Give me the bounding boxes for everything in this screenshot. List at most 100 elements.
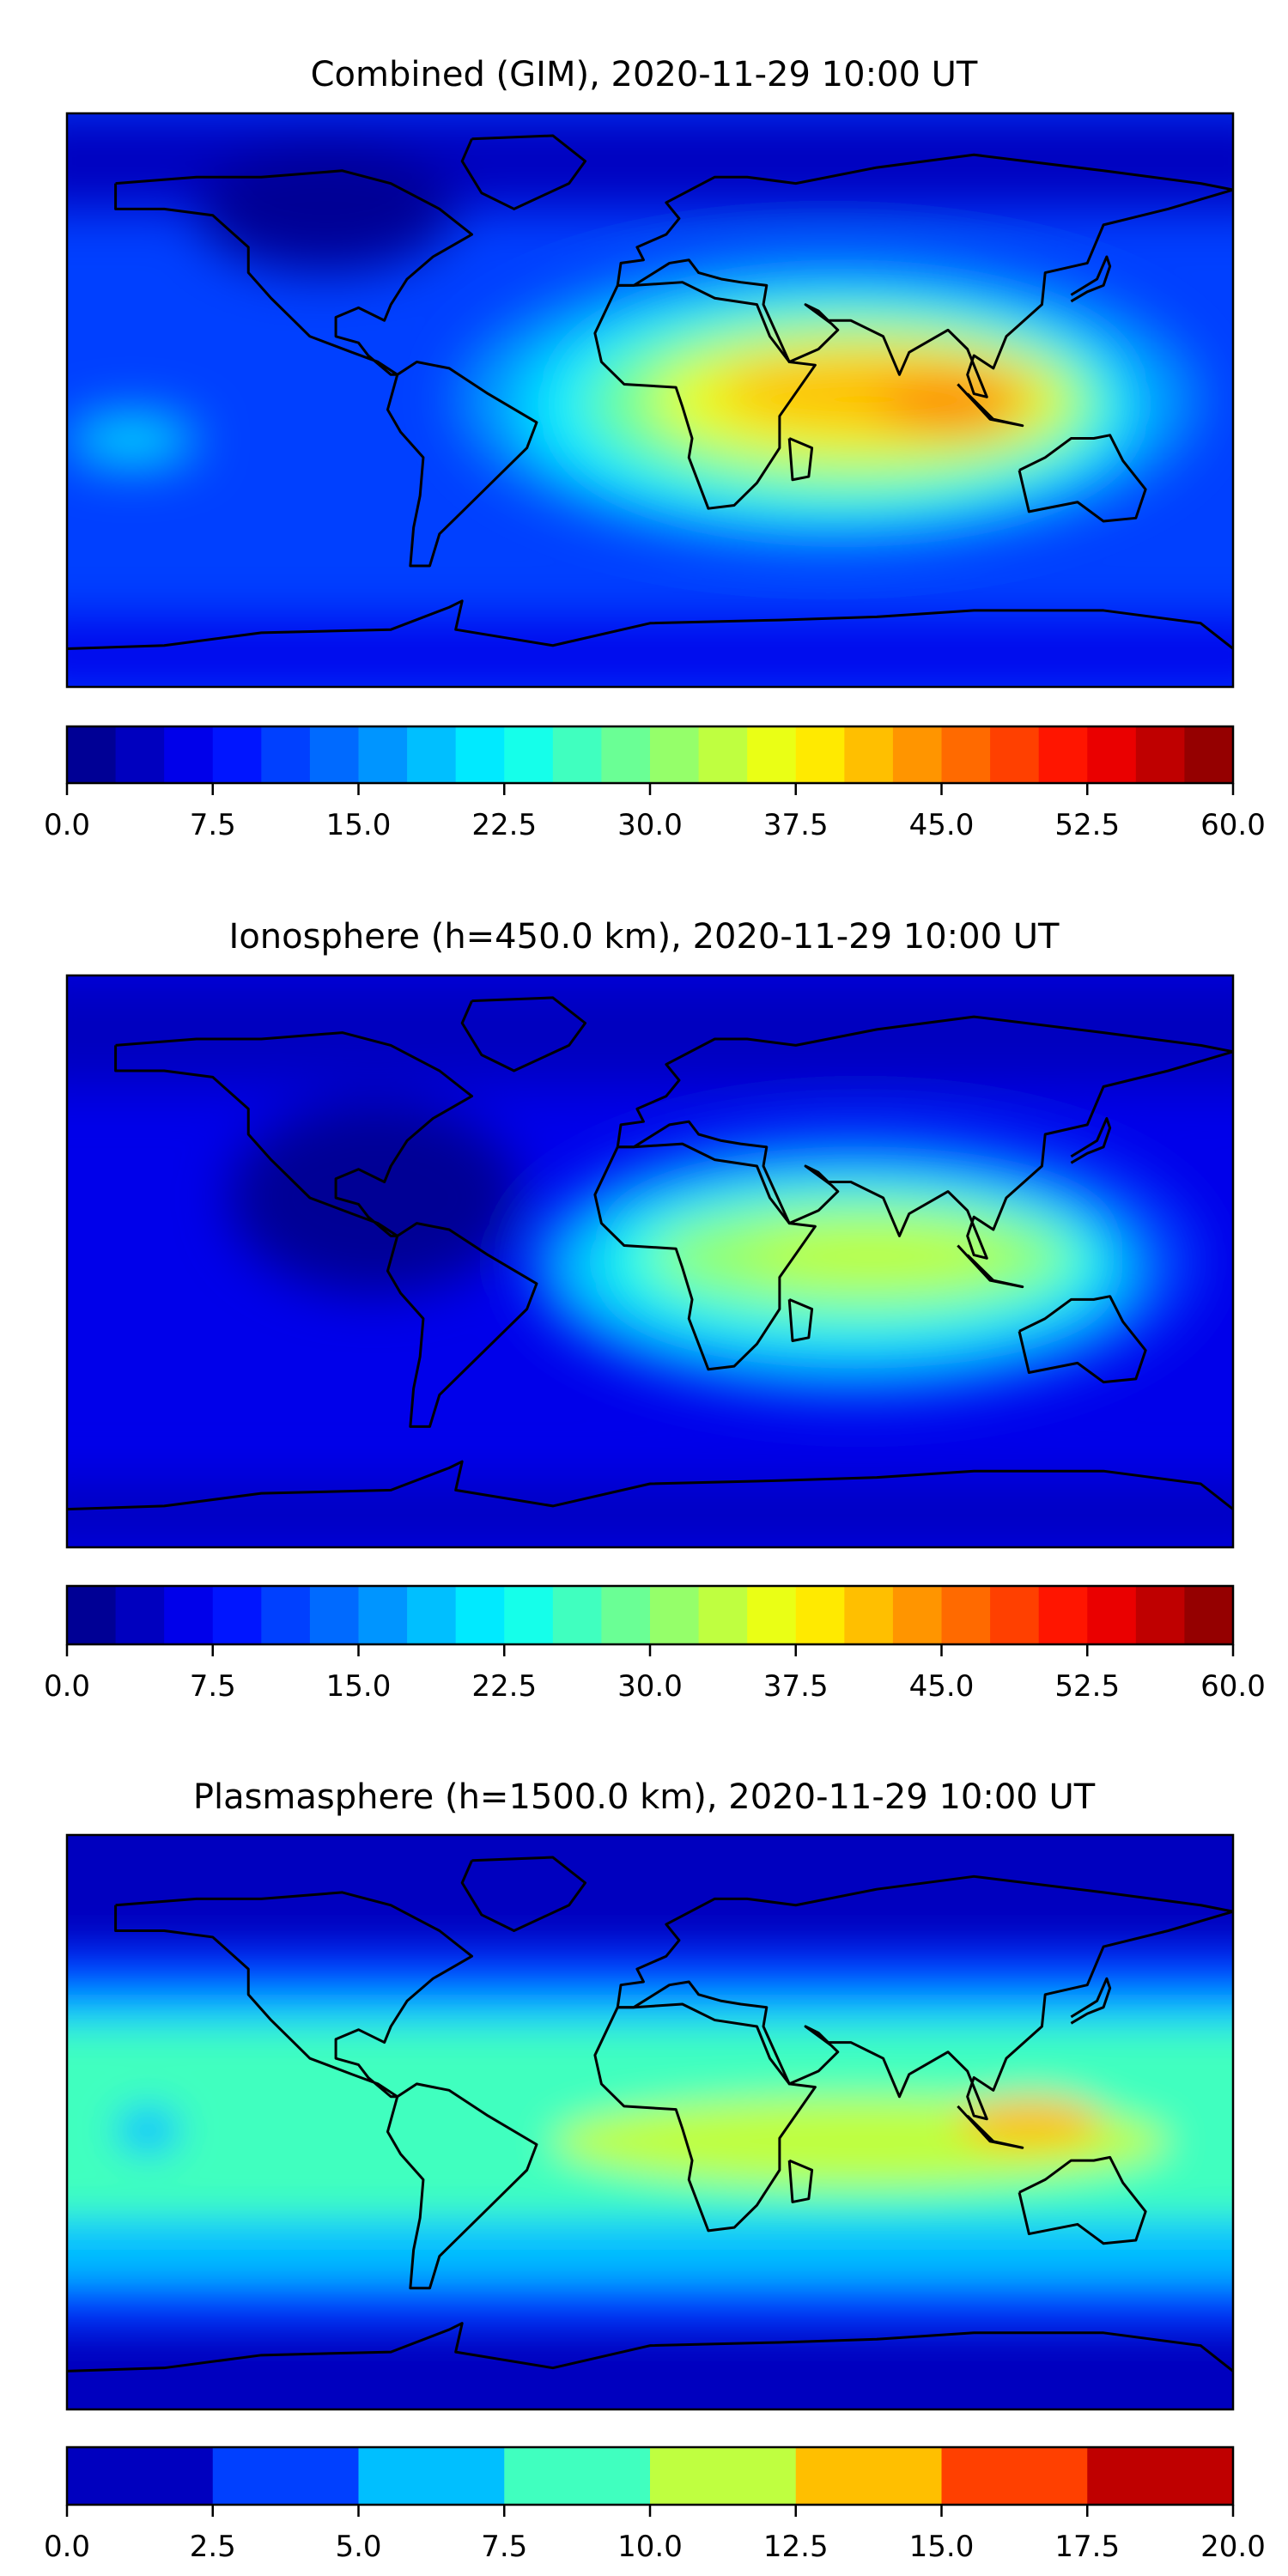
colorbar-segment (552, 726, 603, 783)
colorbar-tick-label: 30.0 (617, 808, 683, 842)
coastline (787, 437, 814, 482)
contour-region (228, 1103, 521, 1293)
coastline (593, 281, 817, 510)
contour-region (957, 2096, 1104, 2148)
colorbar-segment (552, 1586, 603, 1644)
colorbar-segment (504, 726, 554, 783)
colorbar-tick-label: 22.5 (471, 808, 537, 842)
colorbar-tick-label: 7.5 (190, 1669, 236, 1704)
contour-region (196, 145, 456, 273)
contour-region (67, 1484, 1233, 1547)
coastline (787, 2159, 814, 2203)
colorbar-tick-label: 0.0 (44, 2530, 90, 2564)
coastline (67, 1460, 1233, 1511)
colorbar-segment (115, 726, 165, 783)
colorbar-segment (212, 1586, 262, 1644)
colorbar-segment (455, 1586, 505, 1644)
map-frame (65, 1833, 1235, 2411)
colorbar-segment (795, 2447, 943, 2505)
map-panel-1 (67, 975, 1233, 1547)
coastline (386, 1222, 538, 1428)
coastline (616, 1015, 1233, 1260)
coastline (787, 1298, 814, 1342)
colorbar-tick-label: 45.0 (909, 808, 975, 842)
coastline (1018, 2155, 1147, 2245)
colorbar-tick-label: 30.0 (617, 1669, 683, 1704)
map-panel-0 (67, 113, 1233, 687)
chart-title-combined: Combined (GIM), 2020-11-29 10:00 UT (310, 55, 978, 94)
coastline (1018, 434, 1147, 523)
colorbar-segment (358, 726, 408, 783)
colorbar-segment (67, 2447, 214, 2505)
coastline (460, 996, 587, 1072)
coastline (67, 599, 1233, 650)
colorbar-segment (650, 726, 700, 783)
colorbar-segment (747, 1586, 797, 1644)
colorbar-segment (1087, 1586, 1137, 1644)
coastline (957, 1244, 1024, 1289)
colorbar-segment (990, 726, 1040, 783)
colorbar-tick-label: 15.0 (326, 1669, 392, 1704)
colorbar-tick-label: 10.0 (617, 2530, 683, 2564)
coastline (386, 360, 538, 568)
colorbar-segment (941, 1586, 991, 1644)
colorbar-segment (455, 726, 505, 783)
coastline (460, 1856, 587, 1932)
colorbar-tick-label: 45.0 (909, 1669, 975, 1704)
colorbar-segment (504, 1586, 554, 1644)
colorbar-segment (309, 1586, 360, 1644)
colorbar-segment (1184, 726, 1234, 783)
colorbar-tick-label: 5.0 (335, 2530, 381, 2564)
coastline (114, 1891, 474, 2099)
colorbar-segment (844, 1586, 894, 1644)
colorbar-tick-label: 37.5 (763, 1669, 829, 1704)
colorbar-segment (261, 726, 311, 783)
colorbar-segment (407, 1586, 457, 1644)
colorbar-segment (1038, 1586, 1088, 1644)
colorbar-segment (795, 1586, 845, 1644)
colorbar-tick-label: 22.5 (471, 1669, 537, 1704)
colorbar-segment (892, 1586, 943, 1644)
coastline (1070, 255, 1112, 303)
colorbar-segment (261, 1586, 311, 1644)
colorbar-segment (504, 2447, 651, 2505)
colorbar-segment (1135, 726, 1186, 783)
colorbar-segment (892, 726, 943, 783)
coastline (593, 2002, 817, 2233)
colorbar-segment (1038, 726, 1088, 783)
contour-region (115, 2105, 181, 2154)
colorbar-segment (941, 2447, 1088, 2505)
colorbar-segment (358, 2447, 505, 2505)
colorbar-tick-label: 7.5 (481, 2530, 527, 2564)
colorbar-segment (1087, 2447, 1234, 2505)
colorbar-tick-label: 37.5 (763, 808, 829, 842)
colorbar-segment (1135, 1586, 1186, 1644)
colorbar-tick-label: 12.5 (763, 2530, 829, 2564)
colorbar-segment (67, 1586, 117, 1644)
colorbar-tick-label: 20.0 (1200, 2530, 1266, 2564)
contour-region (67, 975, 1233, 1087)
colorbar-segment (698, 726, 748, 783)
colorbar-segment (650, 2447, 797, 2505)
map-panel-2 (67, 1835, 1233, 2409)
colorbar-segment (990, 1586, 1040, 1644)
colorbar-tick-label: 0.0 (44, 808, 90, 842)
colorbar-segment (795, 726, 845, 783)
coastline (616, 1874, 1233, 2121)
colorbar-segment (164, 1586, 214, 1644)
colorbar-segment (115, 1586, 165, 1644)
coastline (1070, 1977, 1112, 2025)
colorbar-segment (358, 1586, 408, 1644)
coastline (1018, 1295, 1147, 1384)
coastline (616, 153, 1233, 398)
coastline (386, 2082, 538, 2290)
colorbar-segment (164, 726, 214, 783)
colorbar-tick-label: 0.0 (44, 1669, 90, 1704)
map-frame (65, 974, 1235, 1549)
coastline (957, 383, 1024, 428)
colorbar-tick-label: 15.0 (909, 2530, 975, 2564)
coastline (67, 2322, 1233, 2372)
colorbar-segment (67, 726, 117, 783)
colorbar-segment (650, 1586, 700, 1644)
